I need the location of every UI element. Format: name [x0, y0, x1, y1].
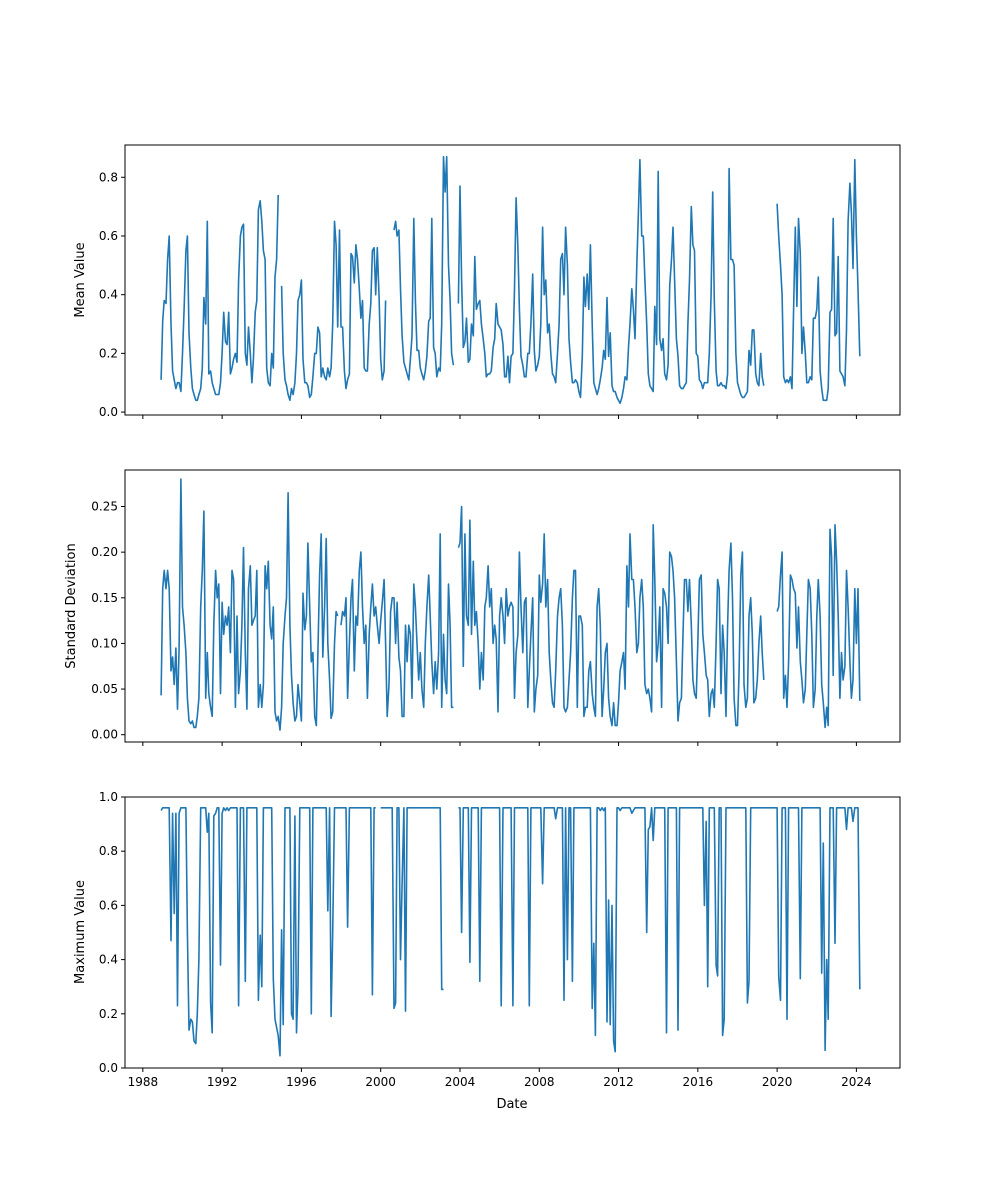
xtick-label: 2008 — [524, 1075, 555, 1089]
series-line-mean-value-segment-5 — [776, 158, 861, 402]
axes-frame-standard-deviation — [124, 469, 901, 743]
series-line-mean-value-segment-2 — [280, 220, 387, 402]
xtick-label: 2024 — [841, 1075, 872, 1089]
subplot-standard-deviation: Standard Deviation 0.00 0.05 0.10 0.15 0.20 0… — [64, 469, 901, 746]
ytick-label: 0.4 — [99, 288, 118, 302]
xlabel-date: Date — [496, 1097, 527, 1112]
xtick-label: 2004 — [445, 1075, 476, 1089]
xtick-label: 1992 — [207, 1075, 238, 1089]
ylabel-standard-deviation: Standard Deviation — [64, 543, 79, 668]
series-line-standard-deviation-segment-2 — [340, 533, 454, 718]
ytick-label: 0.10 — [91, 636, 118, 650]
xtick-label: 1996 — [286, 1075, 317, 1089]
series-line-mean-value-segment-4 — [457, 158, 765, 405]
xtick-label: 2020 — [762, 1075, 793, 1089]
ytick-label: 1.0 — [99, 790, 118, 804]
ytick-label: 0.20 — [91, 545, 118, 559]
ytick-label: 0.2 — [99, 1007, 118, 1021]
ytick-label: 0.0 — [99, 405, 118, 419]
ytick-label: 0.2 — [99, 346, 118, 360]
series-line-maximum-value-segment-2 — [380, 806, 444, 1012]
ytick-label: 0.0 — [99, 1061, 118, 1075]
series-line-standard-deviation-segment-1 — [160, 478, 339, 731]
ytick-label: 0.6 — [99, 898, 118, 912]
axes-frame-mean-value — [124, 144, 901, 416]
ytick-label: 0.15 — [91, 591, 118, 605]
ytick-label: 0.4 — [99, 953, 118, 967]
series-line-standard-deviation-segment-4 — [776, 523, 861, 729]
series-line-maximum-value-segment-3 — [458, 806, 861, 1053]
ytick-label: 0.25 — [91, 500, 118, 514]
ytick-label: 0.6 — [99, 229, 118, 243]
xtick-label: 2016 — [683, 1075, 714, 1089]
xtick-label: 2000 — [365, 1075, 396, 1089]
ylabel-maximum-value: Maximum Value — [73, 880, 88, 984]
ytick-label: 0.8 — [99, 170, 118, 184]
ytick-label: 0.8 — [99, 844, 118, 858]
subplot-maximum-value: Maximum Value Date 0.0 0.2 0.4 0.6 0.8 1.0 198… — [73, 790, 901, 1112]
xtick-label: 2012 — [603, 1075, 634, 1089]
ytick-label: 0.00 — [91, 728, 118, 742]
series-line-mean-value-segment-1 — [160, 194, 279, 402]
series-line-maximum-value-segment-1 — [160, 806, 376, 1057]
ylabel-mean-value: Mean Value — [73, 242, 88, 317]
subplot-mean-value: Mean Value 0.0 0.2 0.4 0.6 0.8 — [73, 144, 901, 419]
xtick-label: 1988 — [128, 1075, 159, 1089]
ytick-label: 0.05 — [91, 682, 118, 696]
series-line-mean-value-segment-3 — [393, 155, 455, 381]
series-line-standard-deviation-segment-3 — [457, 505, 765, 727]
axes-frame-maximum-value — [124, 796, 901, 1069]
